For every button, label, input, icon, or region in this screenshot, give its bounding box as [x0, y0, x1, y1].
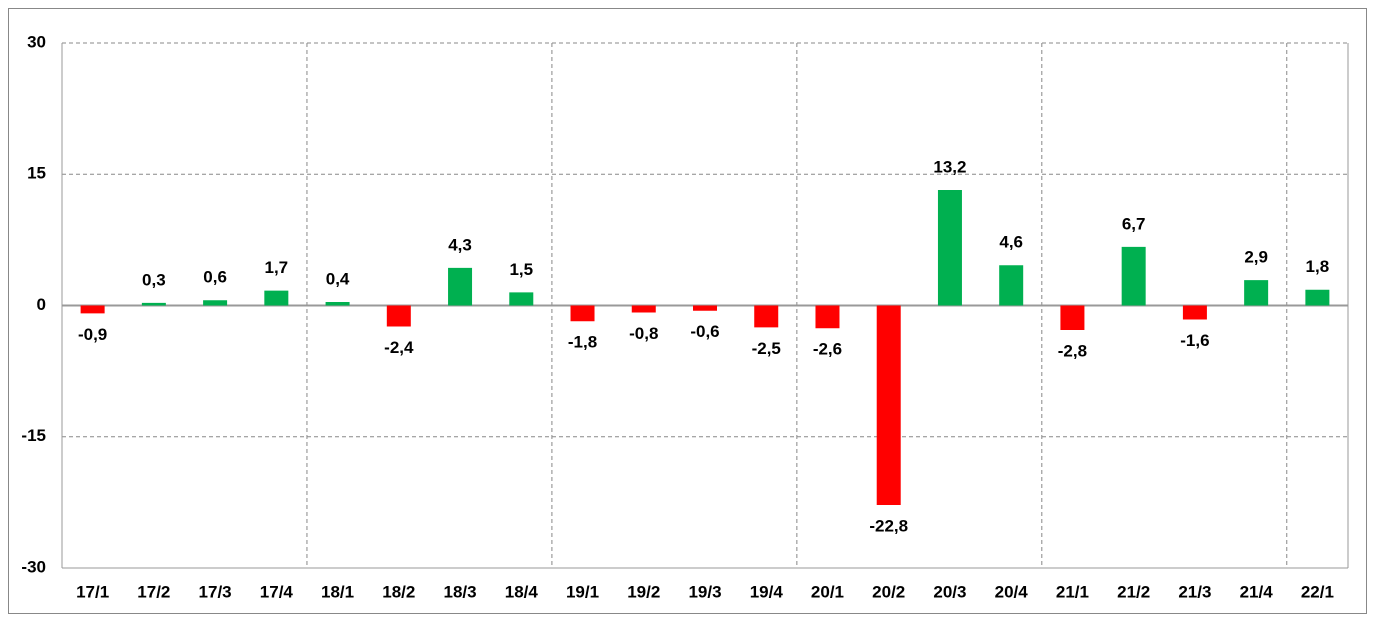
chart-border	[8, 8, 1367, 614]
data-label: -2,8	[1058, 341, 1087, 360]
x-tick-label: 17/2	[137, 582, 170, 601]
data-label: -0,9	[78, 325, 107, 344]
y-tick-label: 15	[27, 164, 46, 183]
bar	[1244, 280, 1269, 306]
bar	[448, 267, 473, 306]
bar	[1305, 289, 1330, 306]
x-tick-label: 21/4	[1240, 582, 1274, 601]
data-label: -22,8	[869, 516, 908, 535]
x-tick-label: 18/3	[444, 582, 477, 601]
data-label: -0,8	[629, 324, 658, 343]
bar	[631, 305, 656, 313]
x-tick-label: 20/2	[872, 582, 905, 601]
data-label: -1,6	[1180, 331, 1209, 350]
data-label: 4,6	[999, 233, 1023, 252]
bar	[570, 305, 595, 322]
bar	[693, 305, 717, 311]
x-tick-label: 18/2	[382, 582, 415, 601]
data-label: -2,5	[752, 339, 781, 358]
data-label: -2,6	[813, 340, 842, 359]
bar	[203, 300, 228, 306]
bar	[141, 302, 166, 306]
bar	[754, 305, 779, 328]
bar	[325, 302, 350, 306]
x-tick-label: 21/3	[1178, 582, 1211, 601]
bar	[1182, 305, 1207, 320]
bar	[815, 305, 840, 329]
data-label: 4,3	[448, 235, 472, 254]
bar	[264, 290, 289, 306]
data-label: 13,2	[933, 157, 966, 176]
y-tick-label: 0	[37, 295, 46, 314]
x-tick-label: 20/1	[811, 582, 844, 601]
data-label: 0,4	[326, 269, 350, 288]
x-tick-label: 18/1	[321, 582, 354, 601]
data-label: 1,8	[1306, 257, 1330, 276]
x-tick-label: 17/1	[76, 582, 109, 601]
data-label: -2,4	[384, 338, 414, 357]
x-tick-label: 21/1	[1056, 582, 1089, 601]
bar	[509, 292, 534, 306]
bar	[937, 190, 962, 306]
x-tick-label: 20/4	[995, 582, 1029, 601]
bar	[1121, 246, 1146, 306]
x-tick-label: 18/4	[505, 582, 539, 601]
y-tick-label: -15	[21, 426, 46, 445]
x-tick-label: 17/4	[260, 582, 294, 601]
x-tick-label: 19/1	[566, 582, 599, 601]
x-tick-label: 20/3	[933, 582, 966, 601]
data-label: 0,6	[203, 268, 227, 287]
x-tick-label: 19/3	[688, 582, 721, 601]
data-label: 1,5	[509, 260, 533, 279]
data-label: -1,8	[568, 333, 597, 352]
x-tick-label: 19/2	[627, 582, 660, 601]
x-tick-label: 21/2	[1117, 582, 1150, 601]
bar	[1060, 305, 1085, 330]
x-tick-label: 19/4	[750, 582, 784, 601]
y-tick-label: 30	[27, 32, 46, 51]
bar	[80, 305, 105, 314]
bar	[999, 265, 1024, 306]
data-label: 2,9	[1244, 248, 1268, 267]
x-tick-label: 17/3	[199, 582, 232, 601]
x-tick-label: 22/1	[1301, 582, 1334, 601]
data-label: -0,6	[690, 322, 719, 341]
data-label: 1,7	[265, 258, 289, 277]
data-label: 0,3	[142, 270, 166, 289]
y-tick-label: -30	[21, 557, 46, 576]
bar	[876, 305, 901, 505]
data-label: 6,7	[1122, 214, 1146, 233]
bar	[386, 305, 411, 327]
